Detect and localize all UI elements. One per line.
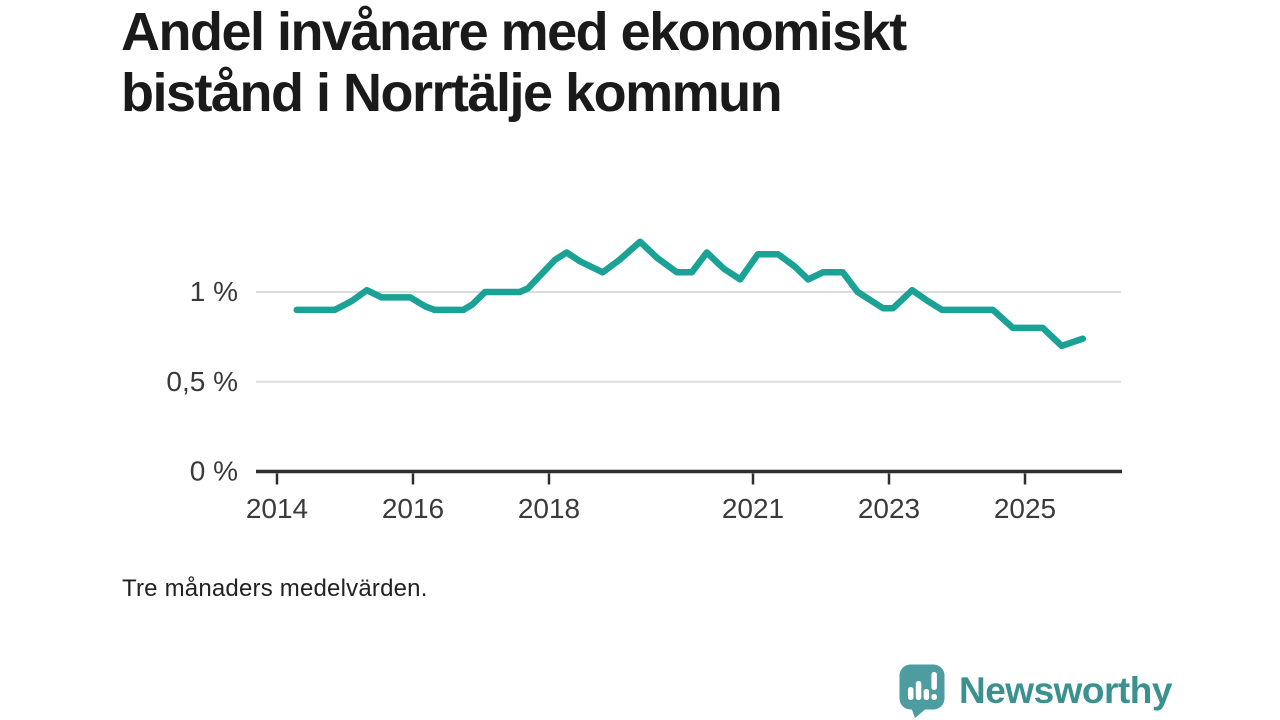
newsworthy-wordmark: Newsworthy bbox=[959, 669, 1172, 711]
x-tick-label-2014: 2014 bbox=[246, 493, 308, 524]
x-tick-label-2023: 2023 bbox=[858, 493, 920, 524]
y-tick-label-0: 0 % bbox=[190, 456, 238, 487]
y-tick-label-1: 1 % bbox=[190, 276, 238, 307]
x-tick-label-2018: 2018 bbox=[518, 493, 580, 524]
x-tick-label-2021: 2021 bbox=[722, 493, 784, 524]
logo-bar-1 bbox=[908, 687, 914, 700]
x-tick-label-2016: 2016 bbox=[382, 493, 444, 524]
chart-footnote: Tre månaders medelvärden. bbox=[122, 575, 428, 602]
logo-bar-2 bbox=[915, 681, 922, 700]
logo-exclamation-dot bbox=[931, 694, 937, 700]
logo-exclamation-bar bbox=[931, 672, 937, 690]
chart-title: Andel invånare med ekonomiskt bistånd i … bbox=[121, 2, 907, 124]
newsworthy-logo-icon bbox=[899, 664, 945, 718]
x-tick-label-2025: 2025 bbox=[994, 493, 1056, 524]
newsworthy-logo: Newsworthy bbox=[898, 663, 1172, 718]
chart-title-line2: bistånd i Norrtälje kommun bbox=[121, 63, 783, 123]
data-series-line-0 bbox=[293, 238, 1087, 350]
logo-bar-3 bbox=[923, 689, 930, 700]
chart-title-line1: Andel invånare med ekonomiskt bbox=[121, 2, 907, 62]
y-tick-label-0.5: 0,5 % bbox=[166, 366, 238, 397]
